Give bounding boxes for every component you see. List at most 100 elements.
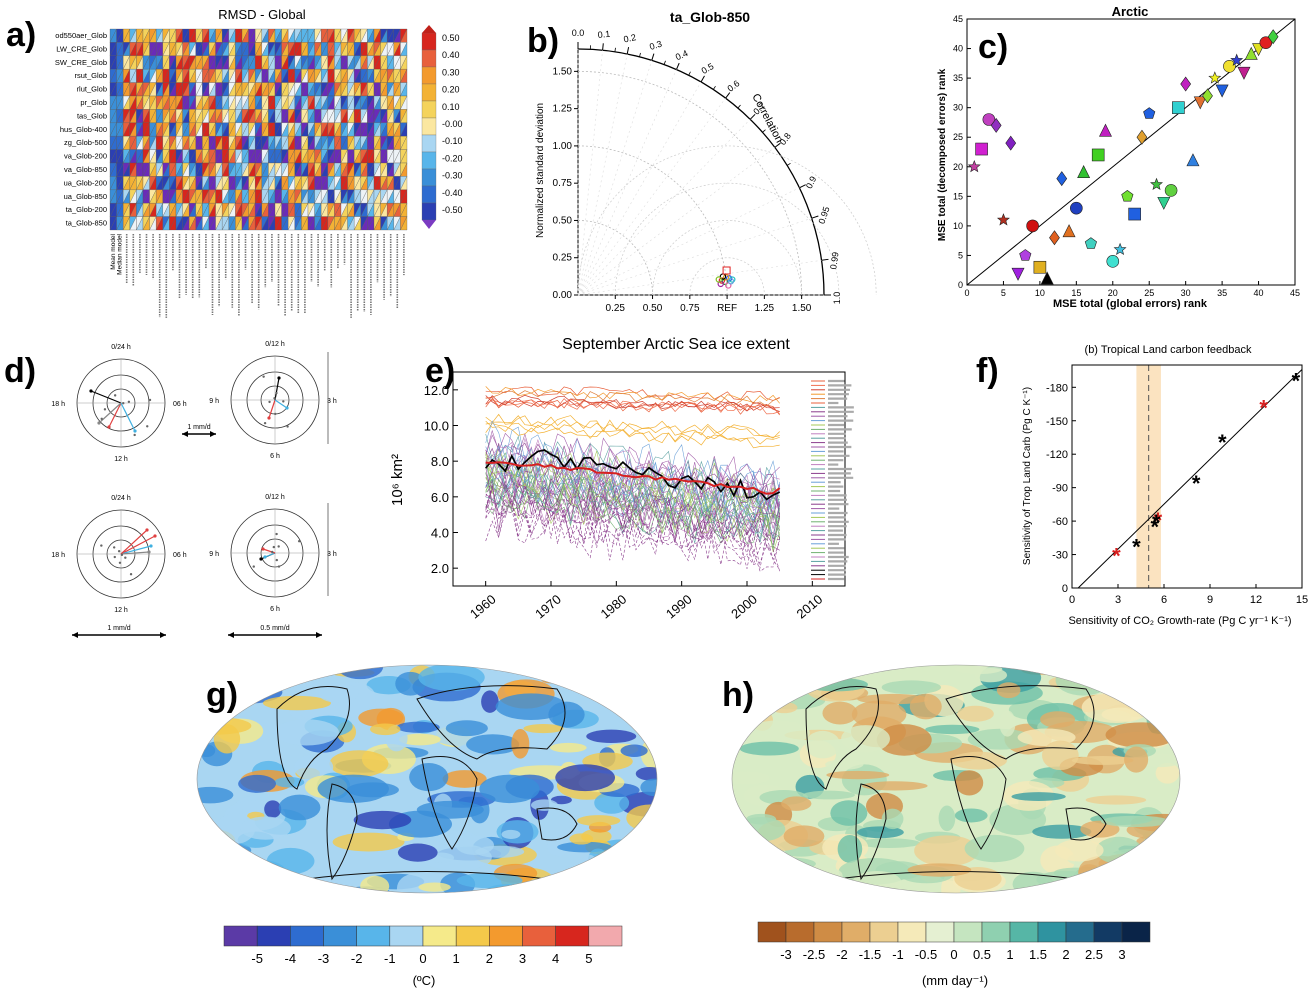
map-blob bbox=[475, 845, 525, 858]
coastline bbox=[536, 807, 578, 841]
map-blob bbox=[822, 701, 858, 725]
marker-square bbox=[1128, 207, 1141, 221]
model-line-high bbox=[485, 386, 780, 404]
colorbar-segment bbox=[421, 134, 437, 153]
y-tick-label: 1.00 bbox=[553, 141, 573, 152]
map-blob bbox=[625, 691, 657, 708]
taylor-point bbox=[718, 277, 726, 284]
panel-f-xlabel: Sensitivity of CO₂ Growth-rate (Pg C yr⁻… bbox=[1068, 615, 1291, 627]
marker-triangle-down bbox=[1215, 84, 1229, 98]
x-tick-label: 6 bbox=[1161, 594, 1167, 606]
panel-label-a: a) bbox=[6, 16, 36, 54]
model-line bbox=[485, 420, 780, 493]
dial-scatter-point bbox=[146, 425, 149, 428]
map-blob bbox=[418, 665, 485, 692]
marker-circle bbox=[1026, 219, 1039, 233]
map-blob bbox=[857, 838, 921, 848]
map-blob bbox=[1041, 740, 1079, 771]
dial-point bbox=[147, 550, 151, 554]
dial-label-top: 0/12 h bbox=[265, 341, 285, 348]
model-line bbox=[485, 468, 780, 539]
one-to-one-line bbox=[966, 18, 1296, 286]
panel-b-plot: 0.0 0.1 0.20.30.40.50.60.70.80.90.950.991.… bbox=[553, 28, 877, 314]
scale-arrow-head bbox=[228, 632, 234, 638]
map-blob bbox=[925, 724, 980, 735]
map-blob bbox=[621, 876, 657, 890]
map-blob bbox=[466, 734, 520, 755]
model-line-orange bbox=[485, 420, 780, 445]
map-blob bbox=[861, 781, 928, 791]
map-blob bbox=[511, 729, 530, 759]
colorbar-tick: -5 bbox=[251, 951, 263, 966]
panel-h-map-field bbox=[732, 665, 1180, 893]
colorbar-tick: 1 bbox=[1006, 947, 1013, 962]
dial-label-left: 9 h bbox=[209, 551, 219, 558]
marker-pentagon bbox=[1019, 249, 1032, 261]
model-line-high bbox=[485, 397, 780, 415]
model-asterisk: * bbox=[1152, 510, 1161, 535]
x-tick-label: 25 bbox=[1144, 288, 1154, 298]
dial-scatter-point bbox=[129, 572, 133, 576]
dial-scatter-point bbox=[100, 544, 103, 547]
colorbar-tick: -2 bbox=[836, 947, 848, 962]
colorbar-tick: -0.00 bbox=[442, 119, 463, 129]
colorbar-tick: 1 bbox=[453, 951, 460, 966]
y-tick-label: 10.0 bbox=[424, 419, 449, 434]
map-blob bbox=[481, 690, 499, 713]
dial-label-bottom: 6 h bbox=[270, 606, 280, 613]
dial-scatter-point bbox=[112, 546, 116, 549]
corr-minor-tick bbox=[737, 104, 741, 109]
column-label: Median model bbox=[117, 233, 124, 274]
dial-vector bbox=[108, 402, 122, 428]
x-tick-label: 40 bbox=[1254, 288, 1264, 298]
marker-triangle bbox=[1062, 224, 1076, 238]
dial-label-right: 3 h bbox=[327, 551, 337, 558]
panel-label-e: e) bbox=[425, 352, 455, 390]
dial-label-bottom: 12 h bbox=[114, 456, 128, 463]
corr-ray bbox=[577, 53, 628, 296]
y-tick-label: 40 bbox=[953, 44, 963, 54]
colorbar-tick: 2 bbox=[1062, 947, 1069, 962]
dial-vector bbox=[120, 535, 156, 555]
rms-arc bbox=[689, 257, 765, 296]
std-arc bbox=[577, 220, 653, 296]
map-blob bbox=[856, 826, 904, 839]
colorbar-tick: 0 bbox=[950, 947, 957, 962]
x-tick-label: 2000 bbox=[728, 592, 760, 622]
colorbar-tick: 0.10 bbox=[442, 102, 460, 112]
corr-tick bbox=[602, 43, 604, 51]
colorbar-tick: 0.50 bbox=[442, 33, 460, 43]
map-blob bbox=[640, 778, 657, 797]
corr-tick-label: 0.9 bbox=[804, 175, 818, 191]
dial-point bbox=[107, 425, 111, 429]
colorbar-tick: -4 bbox=[285, 951, 297, 966]
map-blob bbox=[802, 790, 856, 800]
dial-scatter-point bbox=[127, 400, 131, 403]
column-label: Mean model bbox=[110, 233, 117, 269]
colorbar-segment bbox=[1009, 921, 1039, 943]
map-blob bbox=[266, 847, 315, 875]
panel-g-map-border bbox=[196, 664, 658, 894]
model-line-low bbox=[485, 479, 780, 556]
y-tick-label: 5 bbox=[958, 250, 963, 260]
y-tick-label: 20 bbox=[953, 162, 963, 172]
colorbar-segment bbox=[981, 921, 1011, 943]
map-blob bbox=[574, 877, 645, 888]
panel-h-map-border bbox=[731, 664, 1181, 894]
colorbar-segment bbox=[421, 66, 437, 85]
coastline bbox=[276, 686, 350, 790]
panel-c-plot: 0 5 10 15 20 25 30 35 40 45 0 5 10 15 20 25 30 35 40 45 bbox=[953, 14, 1300, 298]
model-line bbox=[485, 457, 780, 518]
colorbar-segment bbox=[588, 925, 623, 947]
colorbar-tick: 0.30 bbox=[442, 67, 460, 77]
colorbar-tick: 0.40 bbox=[442, 50, 460, 60]
map-blob bbox=[397, 843, 438, 862]
corr-minor-tick bbox=[688, 71, 691, 76]
x-tick-label: 0.50 bbox=[643, 303, 663, 314]
dial-label-bottom: 6 h bbox=[270, 453, 280, 460]
dial-scatter-point bbox=[262, 375, 265, 378]
map-blob bbox=[418, 882, 451, 892]
row-label: ta_Glob-200 bbox=[66, 205, 107, 214]
x-tick-label: 0.75 bbox=[680, 303, 700, 314]
corr-minor-tick bbox=[614, 47, 616, 52]
